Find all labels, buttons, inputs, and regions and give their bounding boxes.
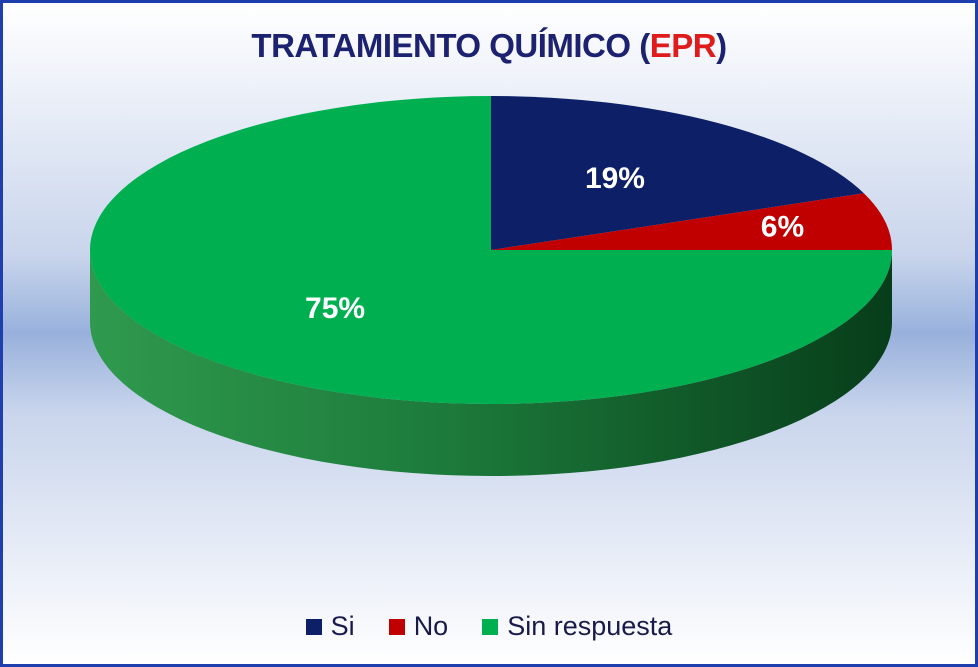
pie-label-sin-respuesta: 75%	[305, 292, 365, 325]
legend-label-sin-respuesta: Sin respuesta	[507, 611, 673, 641]
legend-swatch-sin-respuesta	[482, 618, 499, 635]
legend-label-no: No	[413, 611, 449, 641]
chart-title: TRATAMIENTO QUÍMICO (EPR)	[3, 27, 975, 65]
chart-title-accent: EPR	[649, 27, 717, 64]
legend-swatch-si	[305, 618, 322, 635]
pie-chart: 19% 6% 75%	[90, 96, 892, 476]
pie-slice-si	[491, 96, 864, 250]
legend-label-si: Si	[330, 611, 355, 641]
pie-slice-no	[491, 193, 892, 250]
chart-title-end: )	[716, 27, 727, 64]
pie-side-sin-respuesta	[90, 250, 892, 476]
pie-label-no: 6%	[761, 211, 804, 244]
legend-item-sin-respuesta: Sin respuesta	[482, 611, 672, 642]
legend-item-si: Si	[305, 611, 355, 642]
pie-label-si: 19%	[585, 162, 645, 195]
legend-swatch-no	[388, 618, 405, 635]
chart-title-main: TRATAMIENTO QUÍMICO (	[251, 27, 650, 64]
chart-legend: Si No Sin respuesta	[3, 611, 975, 642]
legend-item-no: No	[388, 611, 449, 642]
pie-slice-sin-respuesta	[90, 96, 892, 404]
